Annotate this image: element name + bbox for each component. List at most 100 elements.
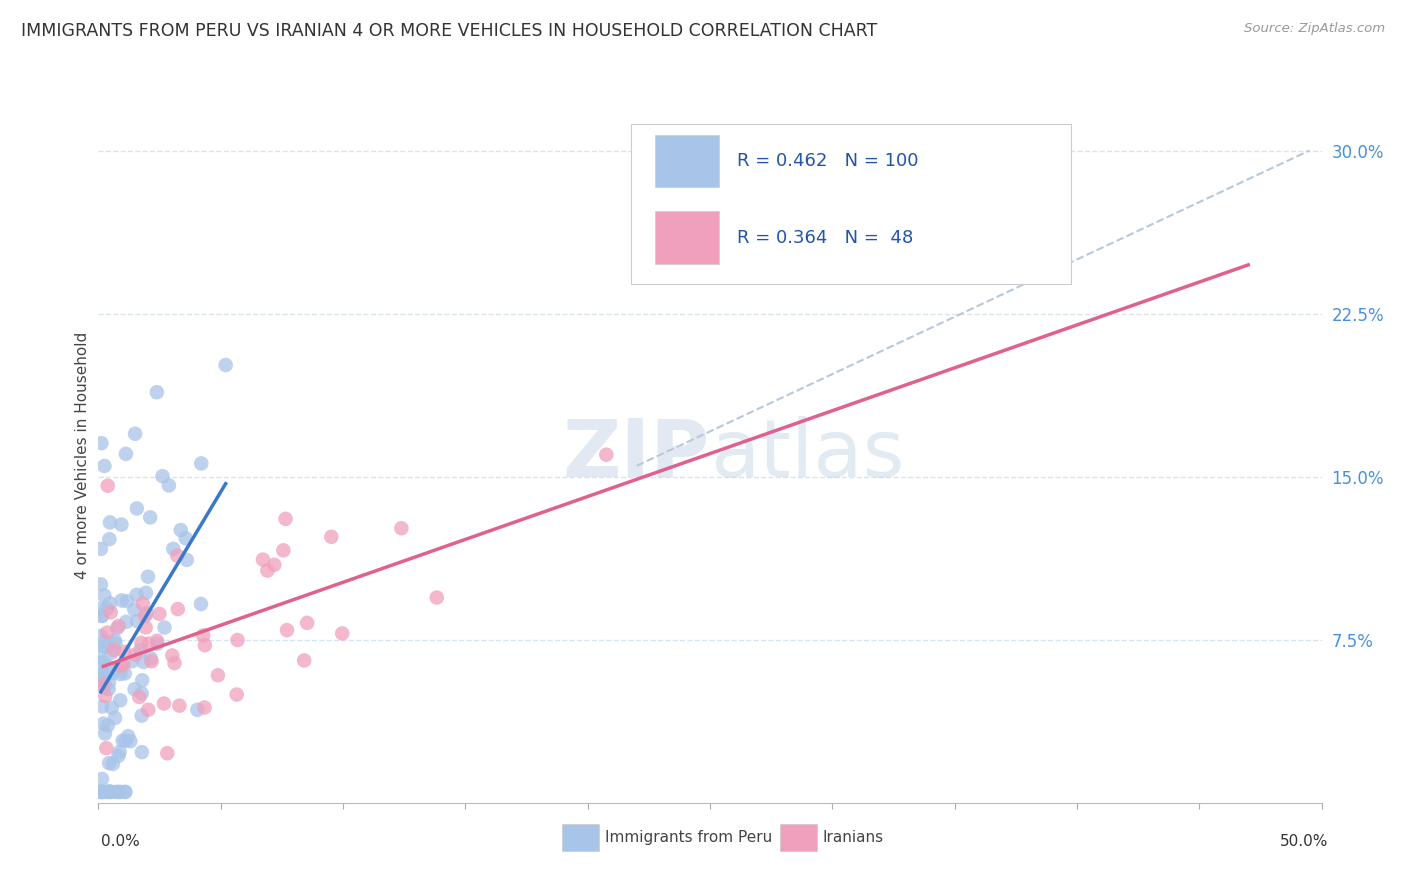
Point bbox=[134, 609, 156, 624]
Point bbox=[153, 621, 176, 635]
Point bbox=[225, 688, 247, 702]
Point bbox=[107, 619, 129, 633]
Point bbox=[97, 682, 120, 697]
Point bbox=[98, 784, 121, 798]
Point bbox=[426, 591, 449, 605]
Point bbox=[163, 656, 186, 670]
Point bbox=[93, 716, 115, 731]
Point bbox=[273, 543, 295, 558]
Point bbox=[111, 593, 134, 607]
Point bbox=[110, 517, 132, 532]
Point bbox=[98, 532, 121, 546]
Point bbox=[110, 658, 132, 673]
Point bbox=[100, 646, 122, 660]
Point bbox=[114, 733, 136, 747]
Point bbox=[110, 693, 132, 707]
Point bbox=[193, 700, 215, 714]
Point bbox=[93, 673, 115, 688]
Point bbox=[170, 523, 193, 537]
Point bbox=[96, 625, 118, 640]
Point bbox=[93, 656, 115, 670]
Point bbox=[97, 785, 120, 799]
Point bbox=[91, 785, 114, 799]
Point bbox=[112, 657, 135, 672]
Point bbox=[207, 668, 229, 682]
Point bbox=[90, 643, 112, 657]
Text: Iranians: Iranians bbox=[823, 830, 883, 845]
Point bbox=[131, 636, 153, 650]
Point bbox=[190, 457, 212, 471]
Point bbox=[176, 553, 198, 567]
Point bbox=[97, 479, 120, 493]
Point bbox=[91, 666, 114, 681]
Point bbox=[153, 697, 176, 711]
Point bbox=[91, 699, 114, 714]
Point bbox=[94, 785, 117, 799]
Point bbox=[112, 645, 135, 659]
Point bbox=[166, 549, 188, 563]
Point bbox=[120, 734, 142, 748]
Point bbox=[132, 655, 155, 669]
Point bbox=[190, 597, 212, 611]
Point bbox=[103, 643, 125, 657]
Point bbox=[146, 637, 169, 651]
Point bbox=[108, 785, 131, 799]
Point bbox=[101, 701, 124, 715]
Point bbox=[97, 659, 120, 673]
Point bbox=[124, 682, 146, 697]
Point bbox=[146, 385, 169, 400]
Point bbox=[94, 689, 117, 703]
Point bbox=[252, 552, 274, 566]
Point bbox=[128, 690, 150, 704]
Text: Immigrants from Peru: Immigrants from Peru bbox=[605, 830, 772, 845]
Point bbox=[115, 594, 138, 608]
Point bbox=[139, 651, 162, 665]
Point bbox=[98, 675, 121, 690]
Point bbox=[90, 629, 112, 643]
Point bbox=[162, 541, 184, 556]
Point bbox=[90, 609, 112, 624]
Point bbox=[389, 521, 412, 535]
Point bbox=[93, 458, 115, 473]
Point bbox=[135, 586, 157, 600]
Point bbox=[136, 703, 159, 717]
Point bbox=[90, 669, 112, 683]
Point bbox=[90, 601, 112, 615]
Point bbox=[125, 588, 148, 602]
Point bbox=[162, 648, 184, 663]
Point bbox=[131, 686, 153, 700]
Point bbox=[90, 671, 112, 685]
Point bbox=[214, 358, 236, 372]
Point bbox=[186, 703, 208, 717]
Point bbox=[166, 602, 188, 616]
Point bbox=[125, 501, 148, 516]
Point bbox=[90, 656, 112, 670]
Point bbox=[132, 597, 155, 611]
Point bbox=[94, 726, 117, 740]
Point bbox=[129, 643, 152, 657]
Point bbox=[107, 785, 129, 799]
Point bbox=[157, 478, 180, 492]
Point bbox=[124, 603, 146, 617]
Point bbox=[274, 512, 297, 526]
Point bbox=[321, 530, 343, 544]
Point bbox=[121, 654, 143, 668]
Text: R = 0.364   N =  48: R = 0.364 N = 48 bbox=[737, 229, 912, 247]
Point bbox=[330, 626, 353, 640]
Point bbox=[131, 745, 153, 759]
Point bbox=[256, 564, 278, 578]
Point bbox=[90, 785, 112, 799]
Text: IMMIGRANTS FROM PERU VS IRANIAN 4 OR MORE VEHICLES IN HOUSEHOLD CORRELATION CHAR: IMMIGRANTS FROM PERU VS IRANIAN 4 OR MOR… bbox=[21, 22, 877, 40]
Point bbox=[135, 620, 157, 634]
Point bbox=[101, 756, 124, 771]
Point bbox=[136, 570, 159, 584]
Point bbox=[125, 614, 148, 628]
Point bbox=[263, 558, 285, 572]
Y-axis label: 4 or more Vehicles in Household: 4 or more Vehicles in Household bbox=[75, 331, 90, 579]
Point bbox=[94, 634, 117, 648]
Point bbox=[98, 596, 121, 610]
Point bbox=[115, 447, 138, 461]
Point bbox=[101, 665, 124, 680]
Point bbox=[91, 772, 114, 786]
Point bbox=[152, 469, 174, 483]
